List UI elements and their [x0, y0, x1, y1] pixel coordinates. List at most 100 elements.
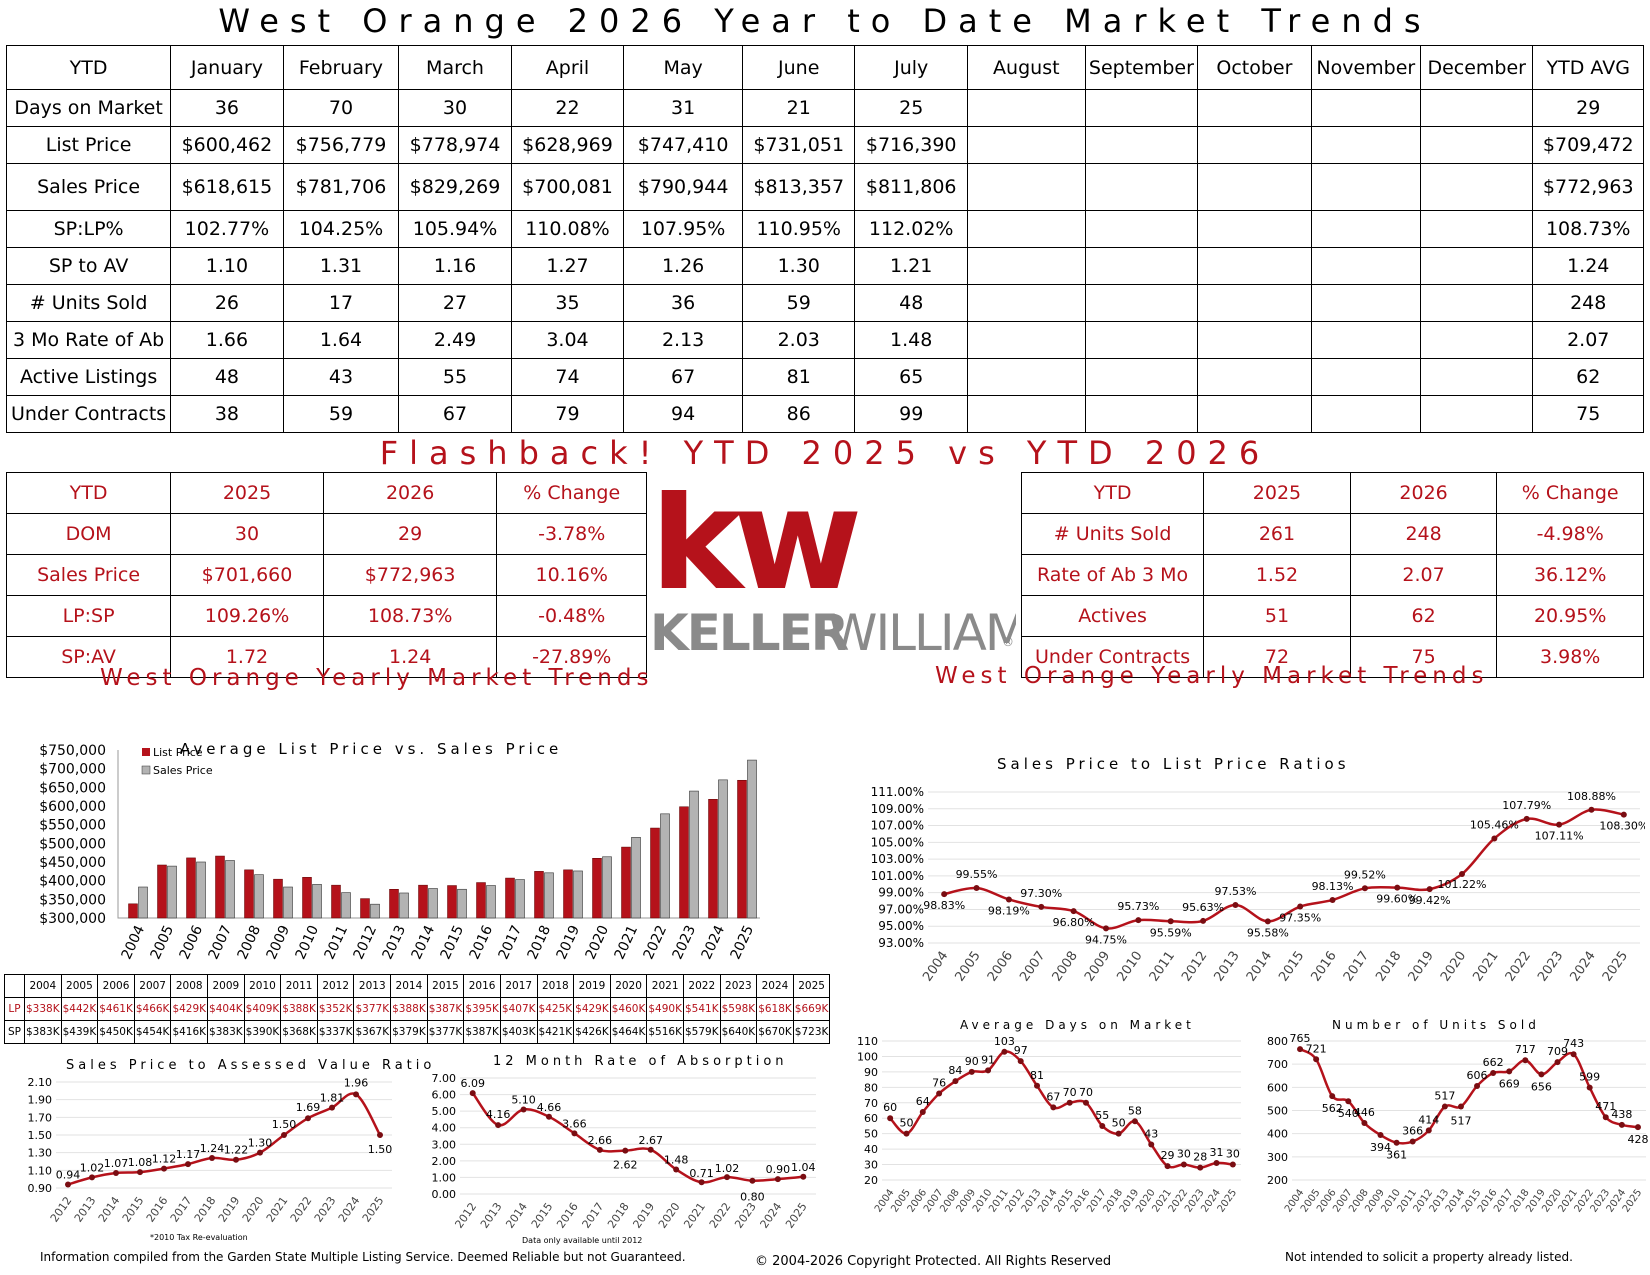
data-point — [329, 1104, 335, 1111]
data-label: 2.67 — [638, 1134, 663, 1147]
page-title: West Orange 2026 Year to Date Market Tre… — [218, 2, 1432, 40]
ytd-cell — [1419, 126, 1534, 164]
ytd-cell — [1084, 321, 1199, 359]
x-tick-label: 2025 — [728, 923, 758, 962]
ytd-cell — [1419, 163, 1534, 211]
ytd-cell: 105.94% — [398, 210, 512, 248]
data-point — [353, 1091, 359, 1098]
x-tick-label: 2018 — [605, 1200, 632, 1230]
data-point — [1313, 1056, 1320, 1063]
data-label: 1.48 — [664, 1153, 689, 1166]
ytd-cell — [1419, 284, 1534, 322]
right-section-title: West Orange Yearly Market Trends — [935, 663, 1489, 689]
ytd-cell: 43 — [282, 358, 400, 396]
data-label: 743 — [1563, 1037, 1584, 1050]
ytd-cell: 31 — [623, 89, 743, 127]
x-tick-label: 2016 — [144, 1194, 171, 1224]
data-label: 414 — [1418, 1113, 1439, 1126]
data-label: 95.73% — [1117, 900, 1159, 913]
lpsp-cell: 2016 — [463, 974, 501, 998]
ytd-cell — [1084, 395, 1199, 433]
x-tick-label: 2015 — [529, 1200, 556, 1230]
flashback-cell: 72 — [1203, 636, 1351, 678]
lpsp-cell: $395K — [463, 997, 501, 1021]
x-tick-label: 2013 — [1211, 949, 1242, 985]
ytd-header-cell: February — [282, 45, 400, 90]
data-point — [1200, 917, 1207, 924]
y-tick-label: $700,000 — [39, 762, 106, 778]
ytd-cell — [1084, 358, 1199, 396]
kw-mark: kw — [650, 490, 858, 622]
lpsp-cell: $439K — [60, 1020, 99, 1044]
data-label: 97.30% — [1020, 887, 1062, 900]
flashback-row-label: # Units Sold — [1020, 513, 1205, 555]
bar-list-price — [447, 885, 457, 919]
footer-center: © 2004-2026 Copyright Protected. All Rig… — [755, 1254, 1112, 1269]
legend-swatch-list — [142, 748, 150, 756]
data-point — [209, 1154, 215, 1161]
lpsp-cell: $442K — [60, 997, 99, 1021]
ytd-cell — [1084, 126, 1199, 164]
data-point — [596, 1146, 603, 1153]
data-label: 366 — [1402, 1125, 1423, 1138]
data-label: 428 — [1627, 1133, 1648, 1146]
x-tick-label: 2010 — [293, 923, 323, 962]
flashback-row-label: LP:SP — [5, 595, 172, 637]
data-label: 76 — [932, 1077, 946, 1090]
x-tick-label: 2015 — [438, 923, 468, 962]
ytd-cell: 26 — [170, 284, 284, 322]
data-label: 98.13% — [1312, 880, 1354, 893]
x-tick-label: 2017 — [1341, 949, 1372, 985]
ytd-cell: 2.13 — [623, 321, 743, 359]
data-label: 4.66 — [537, 1101, 562, 1114]
flashback-header-cell: 2026 — [1349, 472, 1498, 514]
data-point — [185, 1161, 191, 1168]
data-point — [1409, 1138, 1416, 1145]
x-tick-label: 2006 — [177, 923, 207, 962]
data-label: 517 — [1434, 1090, 1455, 1103]
y-tick-label: 700 — [1267, 1058, 1288, 1071]
data-point — [1229, 1161, 1236, 1168]
bar-sales-price — [689, 790, 699, 919]
flashback-cell: 30 — [170, 513, 324, 555]
bar-sales-price — [660, 813, 670, 919]
x-tick-label: 2021 — [264, 1194, 291, 1224]
x-tick-label: 2005 — [953, 949, 984, 985]
ytd-cell: 48 — [170, 358, 284, 396]
data-point — [305, 1115, 311, 1122]
flashback-cell: 248 — [1349, 513, 1498, 555]
data-point — [1602, 1114, 1609, 1121]
logo-registered-mark: ® — [1002, 635, 1014, 649]
data-label: 81 — [1030, 1069, 1044, 1082]
ytd-avg-cell: 2.07 — [1532, 321, 1644, 359]
ytd-table: YTD January February March April May June July A… — [5, 45, 1644, 433]
data-point — [1297, 1046, 1304, 1053]
legend-label-sales: Sales Price — [153, 764, 213, 777]
y-tick-label: 2.10 — [28, 1076, 53, 1089]
ytd-cell — [1419, 89, 1534, 127]
data-label: 1.96 — [344, 1076, 369, 1089]
ytd-row-label: Days on Market — [5, 89, 172, 127]
x-tick-label: 2021 — [612, 923, 642, 962]
lpsp-cell: 2008 — [170, 974, 209, 998]
data-point — [1103, 925, 1109, 932]
x-tick-label: 2023 — [670, 923, 700, 962]
data-point — [257, 1149, 263, 1156]
x-tick-label: 2014 — [503, 1200, 530, 1230]
lpsp-cell: 2021 — [646, 974, 684, 998]
data-label: 1.17 — [176, 1148, 201, 1161]
x-tick-label: 2012 — [48, 1194, 75, 1224]
lpsp-cell: $337K — [316, 1020, 355, 1044]
x-tick-label: 2014 — [96, 1194, 123, 1224]
ytd-cell: $628,969 — [510, 126, 625, 164]
x-tick-label: 2020 — [656, 1200, 683, 1230]
lpsp-row-label: SP — [4, 1020, 25, 1044]
lpsp-cell: $450K — [97, 1020, 135, 1044]
ytd-cell: 36 — [623, 284, 743, 322]
ytd-cell: $811,806 — [854, 163, 968, 211]
x-tick-label: 2022 — [288, 1194, 315, 1224]
ytd-cell — [1419, 321, 1534, 359]
flashback-cell: 3.98% — [1496, 636, 1644, 678]
bar-sales-price — [225, 860, 235, 919]
y-tick-label: 7.00 — [432, 1072, 457, 1085]
